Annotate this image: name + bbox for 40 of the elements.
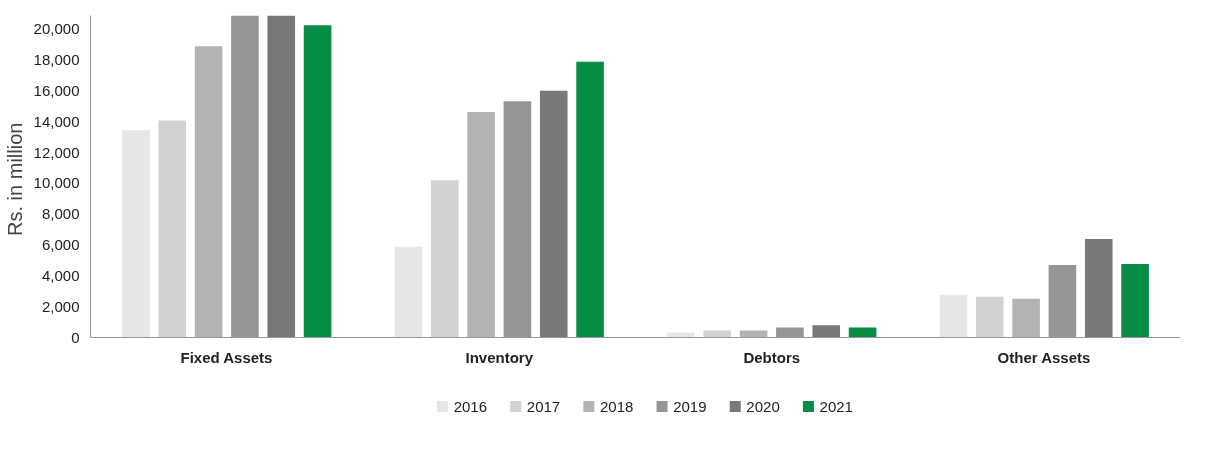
- y-tick-label: 8,000: [41, 205, 80, 223]
- bar: [430, 180, 459, 338]
- legend-label: 2017: [526, 397, 561, 415]
- y-tick-label: 2,000: [41, 297, 80, 315]
- legend-label: 2021: [819, 397, 853, 415]
- y-tick-label: 10,000: [33, 174, 80, 192]
- y-tick-label: 0: [71, 328, 80, 346]
- bar: [158, 120, 187, 338]
- legend-label: 2018: [599, 397, 634, 415]
- bar: [975, 296, 1004, 338]
- bar: [1084, 238, 1113, 338]
- legend-label: 2019: [673, 397, 707, 415]
- bar: [576, 61, 604, 338]
- y-tick-label: 20,000: [33, 20, 80, 38]
- y-tick-label: 16,000: [33, 81, 80, 99]
- x-tick-label: Fixed Assets: [180, 348, 273, 366]
- x-tick-label: Debtors: [743, 348, 801, 366]
- bar: [1121, 264, 1149, 338]
- bar: [467, 111, 495, 338]
- bar: [939, 294, 968, 338]
- bar: [667, 332, 695, 338]
- bar: [267, 15, 296, 338]
- bar: [122, 130, 150, 338]
- x-tick-label: Other Assets: [997, 348, 1091, 366]
- y-tick-label: 18,000: [33, 51, 80, 69]
- legend-label: 2020: [746, 397, 780, 415]
- bar: [1012, 298, 1040, 338]
- y-tick-label: 4,000: [41, 266, 80, 284]
- bar: [848, 327, 877, 338]
- y-axis-title: Rs. in million: [3, 122, 26, 236]
- bar: [194, 46, 223, 338]
- bar: [812, 325, 841, 338]
- y-tick-label: 14,000: [33, 112, 80, 130]
- legend-label: 2016: [453, 397, 487, 415]
- bar: [394, 246, 423, 338]
- y-tick-label: 12,000: [33, 143, 80, 161]
- bar: [539, 90, 568, 338]
- x-tick-label: Inventory: [465, 348, 534, 366]
- y-tick-label: 6,000: [41, 236, 80, 254]
- bar: [303, 25, 332, 338]
